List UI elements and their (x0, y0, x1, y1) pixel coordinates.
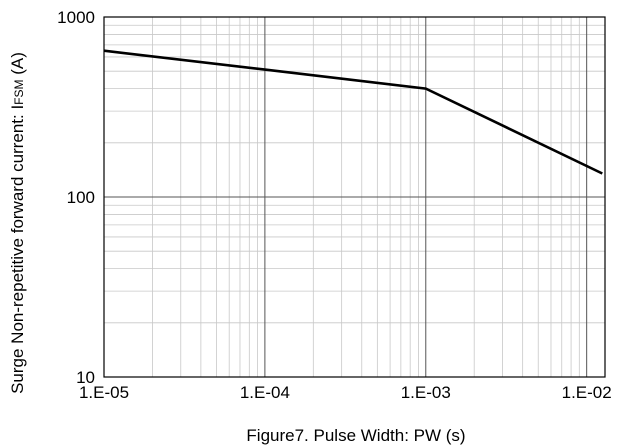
y-axis-label-subscript: FSM (12, 79, 26, 104)
series-layer (103, 49, 603, 175)
x-axis-label: Figure7. Pulse Width: PW (s) (246, 426, 465, 445)
x-tick-label: 1.E-05 (79, 383, 129, 402)
major-gridlines (104, 17, 605, 377)
x-tick-labels: 1.E-05 1.E-04 1.E-03 1.E-02 (79, 383, 612, 402)
x-tick-label: 1.E-04 (240, 383, 290, 402)
x-tick-label: 1.E-03 (401, 383, 451, 402)
y-tick-label: 1000 (57, 8, 95, 27)
x-tick-label: 1.E-02 (562, 383, 612, 402)
y-tick-labels: 10 100 1000 (57, 8, 95, 387)
y-axis-label-suffix: (A) (8, 52, 27, 79)
plot-area-frame (103, 16, 606, 378)
y-axis-label-prefix: Surge Non-repetitive forward current: I (8, 105, 27, 394)
y-tick-label: 10 (76, 368, 95, 387)
series-line-0 (103, 49, 603, 175)
y-tick-label: 100 (67, 188, 95, 207)
y-axis-label: Surge Non-repetitive forward current: IF… (8, 52, 27, 394)
